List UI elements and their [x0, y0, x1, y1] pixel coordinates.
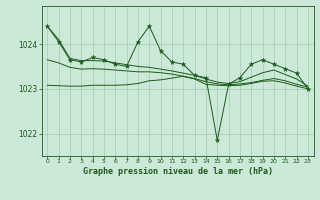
X-axis label: Graphe pression niveau de la mer (hPa): Graphe pression niveau de la mer (hPa)	[83, 167, 273, 176]
